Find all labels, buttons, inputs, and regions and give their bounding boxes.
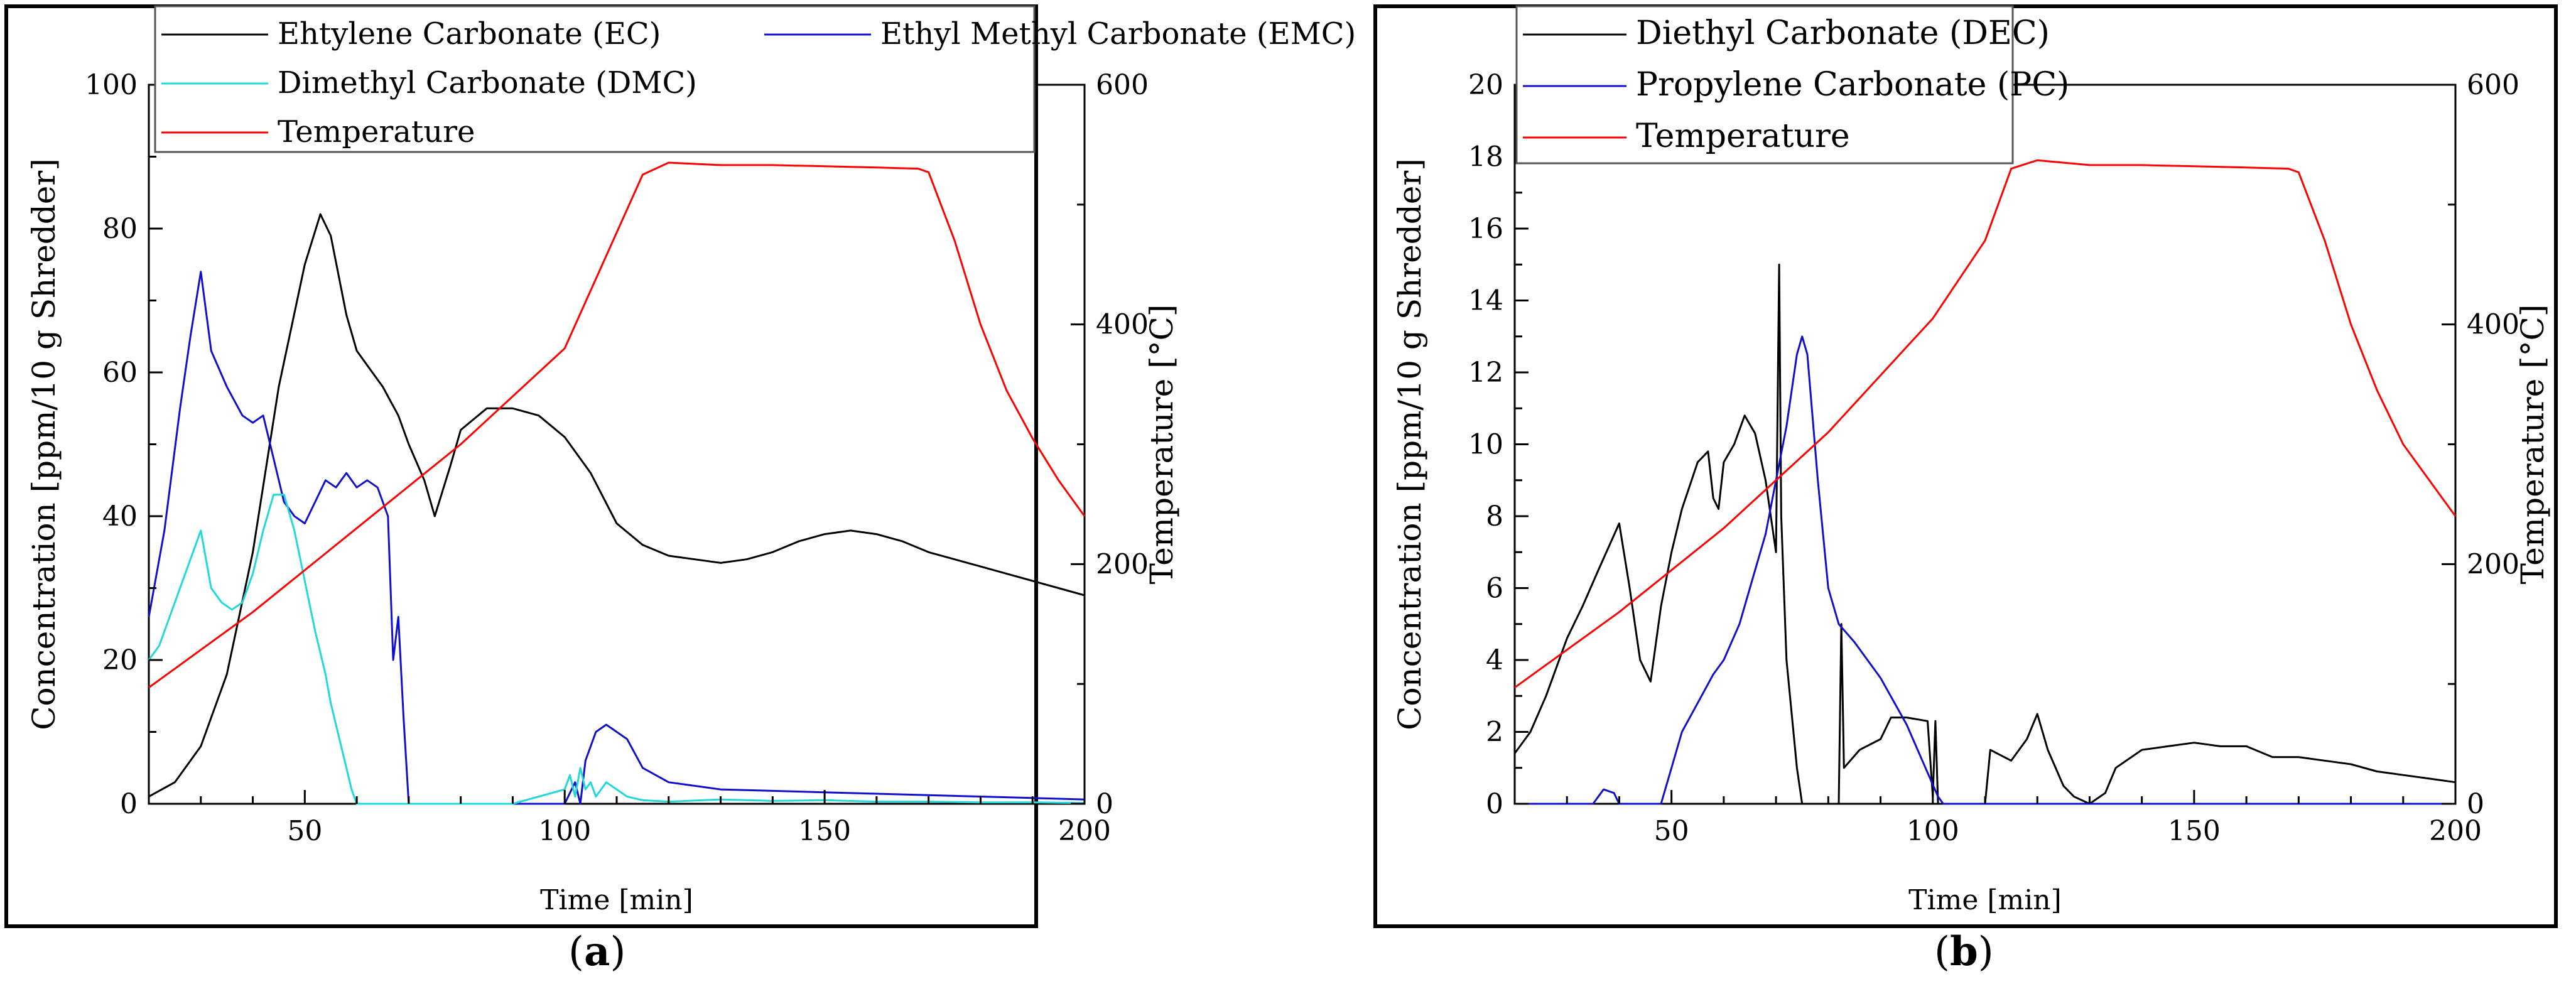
series-line-0	[1513, 263, 2456, 805]
y-axis-title: Concentration [ppm/10 g Shredder]	[1392, 158, 1428, 730]
plot-area	[148, 84, 1086, 805]
y-tick-label: 6	[1486, 573, 1503, 605]
legend-label-1: Ethyl Methyl Carbonate (EMC)	[880, 16, 1356, 51]
series-line-3	[148, 161, 1086, 689]
series-line-1	[1515, 335, 2455, 805]
y-tick-label: 40	[102, 500, 138, 533]
y-tick-label: 8	[1486, 500, 1503, 533]
x-tick-label: 50	[287, 815, 322, 847]
y-tick-label: 18	[1468, 141, 1503, 173]
chart-panel-b: 50 100 150 200024681012141618200200400600Ti…	[1373, 4, 2558, 928]
y-right-axis-title: Temperature [°C]	[2514, 305, 2551, 585]
y-right-tick-label: 200	[1096, 548, 1149, 580]
series-line-1	[148, 271, 1085, 805]
y-right-tick-label: 400	[1096, 309, 1149, 341]
legend-label-0: Ehtylene Carbonate (EC)	[278, 16, 661, 51]
legend-label-2: Temperature	[1636, 117, 1850, 155]
x-tick-label: 50	[1654, 815, 1689, 847]
y-right-axis-title: Temperature [°C]	[1144, 305, 1180, 585]
panel-caption-b: (b)	[1934, 928, 1994, 975]
x-tick-label: 100	[1907, 815, 1959, 847]
y-right-tick-label: 200	[2467, 548, 2519, 580]
y-tick-label: 20	[102, 644, 138, 676]
x-axis-title: Time [min]	[1908, 884, 2062, 916]
series-line-2	[1514, 159, 2457, 689]
y-tick-label: 20	[1468, 69, 1503, 101]
y-tick-label: 12	[1468, 357, 1503, 389]
y-tick-label: 80	[102, 213, 138, 245]
x-tick-label: 200	[2429, 815, 2482, 847]
y-tick-label: 0	[1486, 788, 1503, 820]
y-right-tick-label: 600	[2467, 69, 2519, 101]
x-tick-label: 150	[798, 815, 851, 847]
legend-box	[154, 5, 1036, 153]
y-right-tick-label: 0	[1096, 788, 1113, 820]
y-tick-label: 14	[1468, 285, 1503, 317]
y-tick-label: 2	[1486, 717, 1503, 749]
y-tick-label: 0	[120, 788, 138, 820]
series-line-2	[148, 494, 1085, 805]
y-tick-label: 100	[85, 69, 138, 101]
x-tick-label: 100	[538, 815, 591, 847]
y-right-tick-label: 0	[2467, 788, 2484, 820]
y-right-tick-label: 600	[1096, 69, 1149, 101]
x-tick-label: 150	[2168, 815, 2221, 847]
y-tick-label: 60	[102, 357, 138, 389]
y-axis-title: Concentration [ppm/10 g Shredder]	[26, 158, 62, 730]
y-tick-label: 16	[1468, 213, 1503, 245]
legend-label-2: Dimethyl Carbonate (DMC)	[278, 65, 697, 100]
y-right-tick-label: 400	[2467, 309, 2519, 341]
x-axis-title: Time [min]	[540, 884, 693, 916]
y-tick-label: 4	[1486, 644, 1503, 676]
panel-caption-a: (a)	[568, 928, 626, 975]
x-tick-label: 200	[1058, 815, 1111, 847]
legend-label-3: Temperature	[278, 114, 475, 149]
y-tick-label: 10	[1468, 429, 1503, 461]
legend-label-0: Diethyl Carbonate (DEC)	[1636, 14, 2050, 52]
series-line-0	[148, 213, 1085, 798]
legend-label-1: Propylene Carbonate (PC)	[1636, 66, 2069, 104]
plot-area	[1513, 84, 2457, 805]
